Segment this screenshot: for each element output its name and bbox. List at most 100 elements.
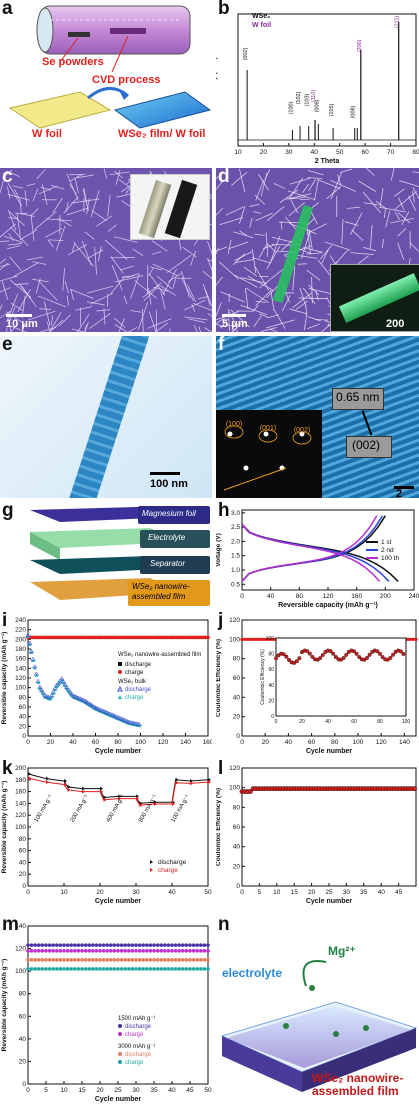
panel-label-c: c: [2, 168, 13, 187]
y-axis-label: Reversible capacity (mAh g⁻¹): [1, 632, 8, 725]
capacity-point: [163, 943, 167, 947]
capacity-point: [58, 967, 63, 971]
nanowire: [288, 202, 306, 217]
nanowire: [47, 239, 54, 248]
inset-frame: [275, 637, 407, 717]
nanowire: [306, 224, 311, 254]
capacity-point: [184, 958, 189, 962]
nanowire: [341, 218, 344, 245]
capacity-point: [55, 943, 59, 947]
nanowire: [266, 206, 285, 222]
capacity-point: [137, 967, 142, 971]
capacity-point: [80, 949, 84, 953]
legend-label: charge: [125, 695, 144, 701]
capacity-point: [152, 958, 156, 962]
nanowire: [87, 285, 114, 294]
nanowire: [90, 292, 114, 305]
nanowire: [0, 275, 18, 282]
x-axis-label: Cycle number: [306, 748, 353, 755]
nanowire: [255, 179, 265, 201]
nanowire: [114, 324, 128, 332]
y-tick-label: 100: [229, 636, 240, 643]
tag-film: [128, 580, 210, 606]
capacity-point: [130, 943, 135, 947]
panel-label-f: f: [218, 336, 225, 355]
nanowire: [216, 276, 223, 286]
legend-label: discharge: [125, 687, 152, 693]
capacity-point: [105, 958, 109, 962]
x-tick-label: 240: [409, 593, 419, 600]
inset-y-tick: 20: [268, 698, 274, 704]
nanowire: [109, 171, 130, 176]
nanowire: [198, 326, 201, 332]
nanowire: [55, 225, 66, 251]
nanowire: [294, 254, 318, 259]
capacity-point: [80, 967, 84, 971]
nanowire: [110, 256, 135, 259]
capacity-point: [83, 943, 88, 947]
capacity-point: [166, 967, 171, 971]
capacity-point: [101, 958, 106, 962]
x-tick-label: 20: [308, 889, 316, 896]
inset-ce-point: [320, 653, 325, 657]
nanowire: [152, 263, 179, 277]
y-tick-label: 140: [15, 665, 26, 672]
nanowire: [142, 282, 162, 298]
capacity-point: [87, 943, 91, 947]
nanowire: [0, 223, 16, 238]
nanowire: [9, 256, 22, 271]
y-tick-label: 40: [19, 1036, 27, 1043]
legend-3000: 3000 mAh g⁻¹: [118, 1044, 156, 1050]
x-tick-label: 120: [323, 593, 334, 600]
bulk-discharge-point: [49, 693, 55, 698]
capacity-point: [105, 949, 109, 953]
inset-x-tick: 40: [325, 719, 331, 725]
nanowire: [7, 182, 23, 207]
x-tick-label: 40: [168, 889, 176, 896]
capacity-point: [98, 967, 102, 971]
x-tick-label: 0: [26, 739, 30, 746]
ce-point: [258, 637, 263, 641]
nanowire: [381, 238, 384, 248]
rate-point: [100, 789, 103, 794]
nanowire: [307, 170, 324, 176]
inset-y-tick: 100: [266, 636, 275, 642]
capacity-point: [80, 958, 84, 962]
nanowire: [412, 187, 419, 200]
nanowire: [6, 327, 8, 332]
capacity-point: [199, 949, 203, 953]
nanowire: [190, 250, 196, 266]
inset-ce-point: [281, 652, 286, 657]
capacity-point: [145, 958, 149, 962]
w-foil-plate: [8, 91, 112, 129]
capacity-point: [62, 958, 66, 962]
nanowire: [216, 246, 228, 252]
inset-x-tick: 60: [351, 719, 357, 725]
nanowire: [50, 312, 62, 331]
capacity-point: [159, 967, 163, 971]
nanowire: [3, 235, 24, 244]
capacity-point: [29, 958, 34, 962]
nanowire: [50, 315, 54, 326]
limited-capacity-chart: 0 5 10 15 20 25 30 35 40 45 50 0 20 40 60 80 100 120 140 Cy…: [1, 923, 212, 1103]
x-tick-label: 50: [204, 1087, 212, 1094]
capacity-point: [137, 958, 142, 962]
nanowire: [258, 244, 268, 259]
diffraction-spot: [263, 431, 269, 437]
x-axis-label: Reversible capacity (mAh g⁻¹): [278, 602, 378, 609]
capacity-point: [47, 943, 52, 947]
cvd-process-label: CVD process: [92, 74, 161, 86]
y-tick-label: 160: [15, 656, 26, 663]
nanowire: [19, 199, 22, 213]
inset-ce-point: [333, 654, 338, 659]
nanowire: [41, 184, 48, 206]
cvd-schematic: [8, 5, 212, 129]
nanowire: [249, 217, 253, 228]
capacity-point: [91, 967, 95, 971]
nanowire: [260, 172, 268, 197]
nanowire: [0, 304, 3, 311]
bulk-discharge-point: [28, 648, 34, 653]
rate-point: [208, 780, 211, 785]
nanowire: [46, 218, 73, 222]
capacity-point: [152, 943, 156, 947]
